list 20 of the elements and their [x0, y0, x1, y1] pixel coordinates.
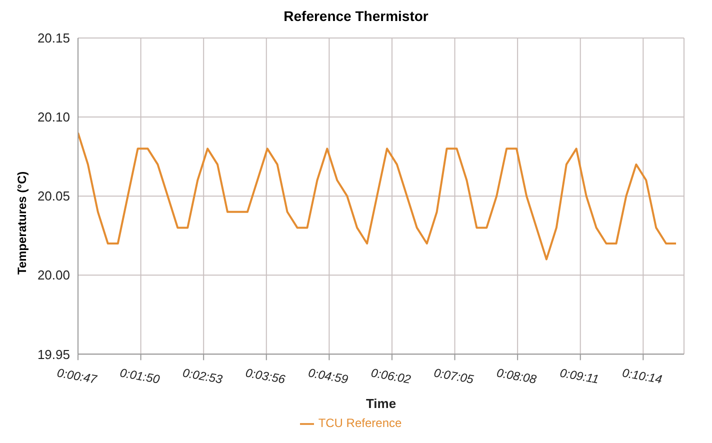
x-tick-label: 0:10:14 [621, 366, 664, 387]
x-tick-label: 0:01:50 [118, 366, 161, 387]
legend-label: TCU Reference [318, 416, 402, 430]
y-tick-label: 20.05 [37, 188, 70, 204]
x-tick-label: 0:04:59 [307, 366, 350, 387]
y-tick-label: 20.00 [37, 268, 70, 283]
x-tick-label: 0:02:53 [182, 366, 224, 387]
y-tick-label: 20.10 [37, 110, 70, 125]
x-tick-label: 0:00:47 [56, 366, 100, 387]
line-series [78, 132, 678, 260]
x-tick-label: 0:09:11 [558, 366, 600, 386]
y-tick-label: 20.15 [37, 30, 70, 46]
y-tick-label: 19.95 [37, 346, 70, 362]
x-tick-label: 0:08:08 [496, 366, 538, 387]
x-tick-label: 0:07:05 [432, 366, 475, 387]
chart-title: Reference Thermistor [282, 8, 430, 26]
x-axis-title: Time [366, 396, 396, 412]
x-tick-label: 0:06:02 [370, 366, 412, 387]
y-axis-title: Temperatures (°C) [15, 171, 29, 275]
x-tick-label: 0:03:56 [244, 366, 287, 387]
